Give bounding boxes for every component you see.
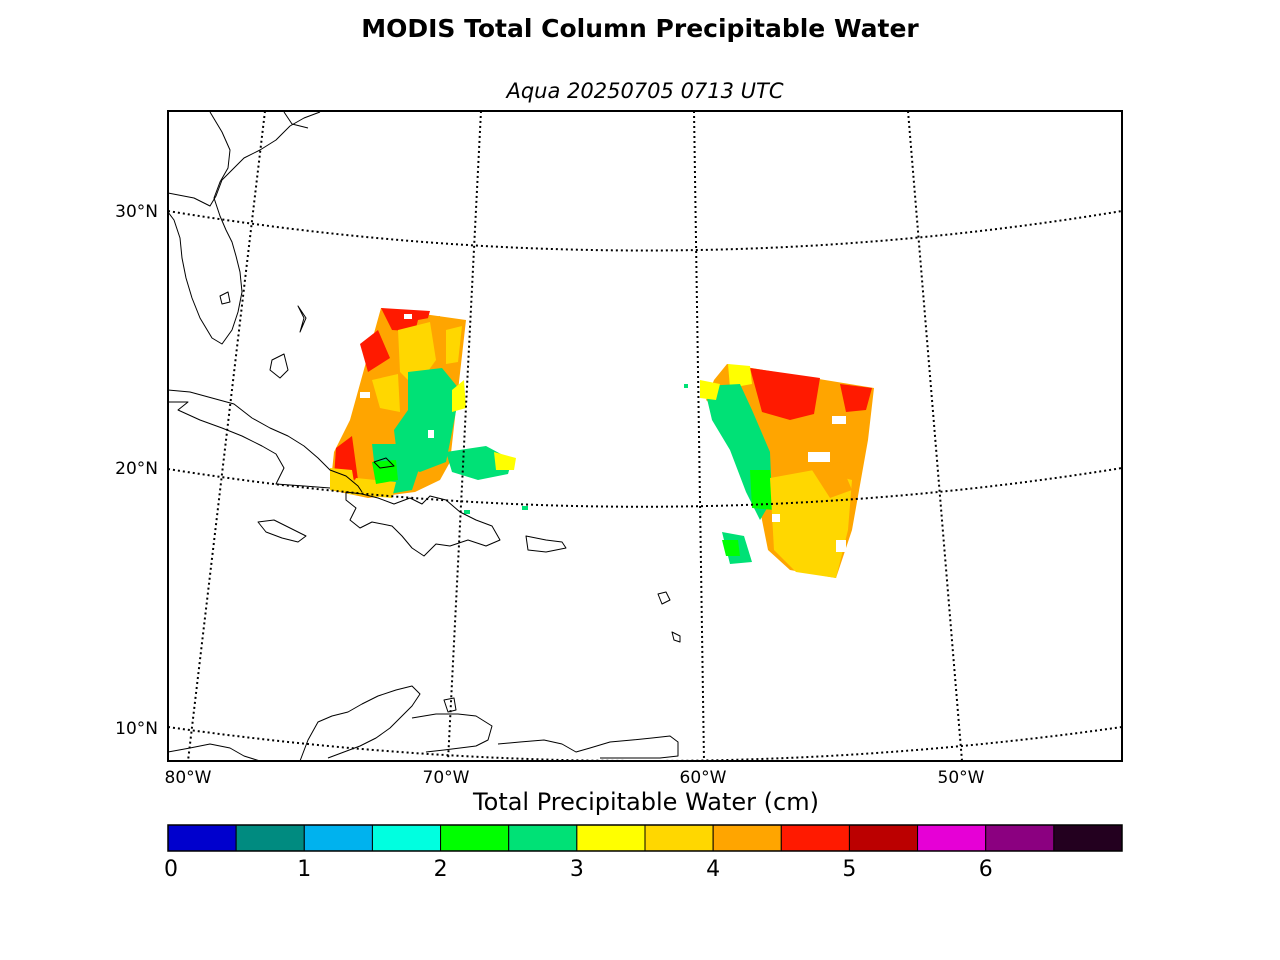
colorbar-bin	[440, 824, 510, 852]
map-frame	[167, 110, 1123, 762]
colorbar-bin	[167, 824, 237, 852]
colorbar-title: Total Precipitable Water (cm)	[473, 788, 819, 816]
colorbar-bin	[917, 824, 987, 852]
lon-label-60w: 60°W	[680, 768, 727, 788]
lon-label-80w: 80°W	[165, 768, 212, 788]
colorbar-bin	[712, 824, 782, 852]
lat-label-10n: 10°N	[115, 719, 158, 739]
colorbar-tick-label: 5	[842, 857, 856, 882]
graticule	[168, 111, 1122, 761]
colorbar-tick-label: 6	[979, 857, 993, 882]
colorbar-bin	[371, 824, 442, 852]
lat-label-30n: 30°N	[115, 202, 158, 222]
colorbar-bin	[780, 824, 850, 852]
colorbar-tick-label: 4	[706, 857, 720, 882]
colorbar-bin	[985, 824, 1055, 852]
colorbar-bin	[508, 824, 578, 852]
lat-label-20n: 20°N	[115, 459, 158, 479]
colorbar-bin	[644, 824, 714, 852]
swath-west	[330, 308, 528, 514]
colorbar-tick-label: 1	[297, 857, 311, 882]
colorbar-bin	[235, 824, 305, 852]
colorbar-frame	[167, 824, 1123, 852]
precipitable-water-map: 30°N 20°N 10°N 80°W 70°W 60°W 50°W	[115, 110, 1123, 788]
colorbar-bin	[576, 824, 646, 852]
colorbar-tick-label: 3	[570, 857, 584, 882]
coastlines	[168, 111, 681, 761]
lon-label-70w: 70°W	[423, 768, 470, 788]
map-subtitle: Aqua 20250705 0713 UTC	[506, 79, 784, 103]
colorbar-tick-label: 0	[164, 857, 178, 882]
map-title: MODIS Total Column Precipitable Water	[361, 14, 919, 43]
colorbar-bin	[303, 824, 373, 852]
swath-east	[684, 364, 874, 578]
lon-label-50w: 50°W	[938, 768, 985, 788]
colorbar-bin	[848, 824, 919, 852]
colorbar-tick-label: 2	[434, 857, 448, 882]
colorbar-bins	[167, 824, 1123, 852]
colorbar-bin	[1053, 824, 1123, 852]
